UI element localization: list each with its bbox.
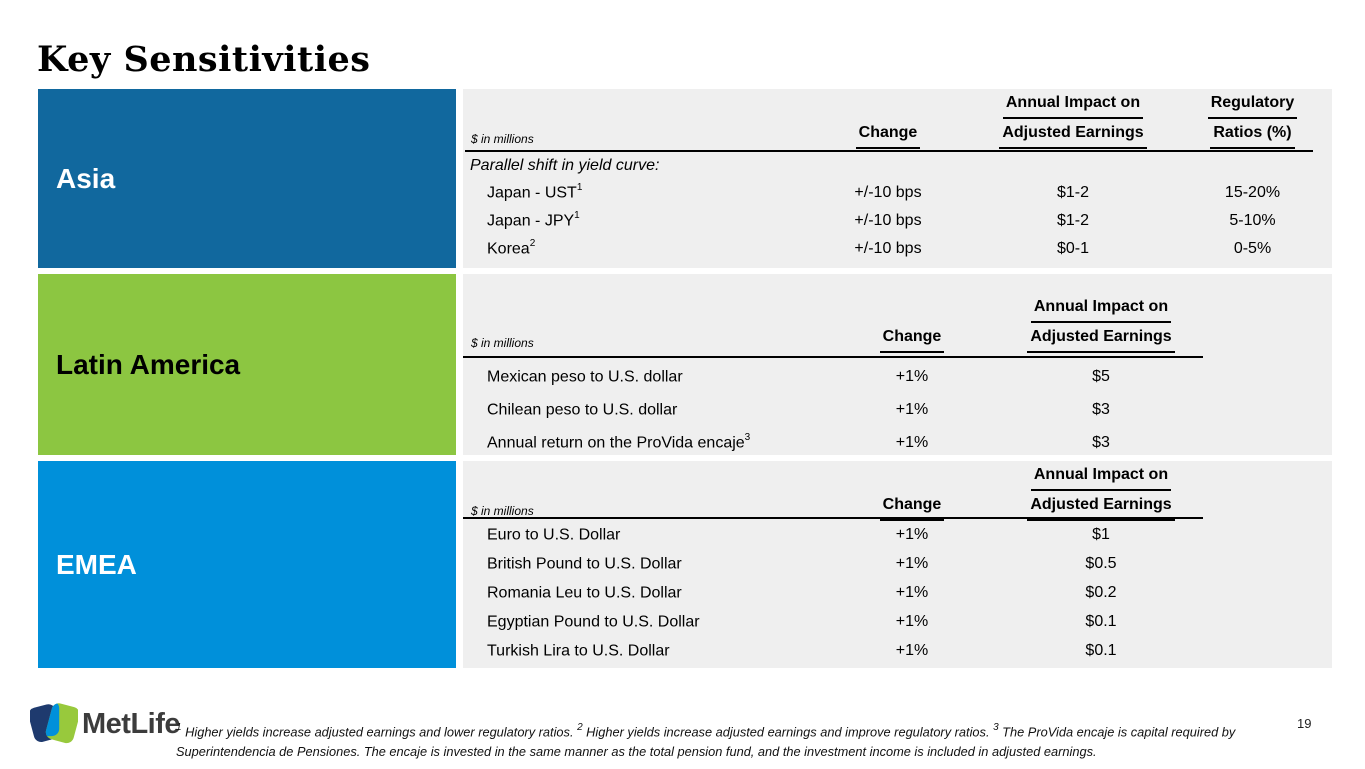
footnote-ref: 3 [744, 431, 751, 443]
change-value: +1% [895, 433, 929, 451]
impact-value: $0.1 [1085, 641, 1117, 659]
metlife-logo: MetLife [30, 701, 181, 747]
impact-value: $5 [1092, 367, 1110, 385]
table-row: Euro to U.S. Dollar +1% $1 [463, 520, 1332, 549]
row-label: Turkish Lira to U.S. Dollar [487, 642, 670, 660]
asia-table-panel: $ in millions Change Annual Impact on Ad… [463, 89, 1332, 268]
impact-value: $0.2 [1085, 583, 1117, 601]
table-row: Egyptian Pound to U.S. Dollar +1% $0.1 [463, 607, 1332, 636]
footnote-text: The ProVida encaje is capital required b… [176, 724, 1236, 759]
table-row: Mexican peso to U.S. dollar +1% $5 [463, 360, 1332, 393]
column-header-regulatory-ratios: Regulatory Ratios (%) [1173, 89, 1332, 149]
region-block-latin-america: Latin America [38, 274, 456, 455]
metlife-wordmark: MetLife [82, 707, 181, 740]
table-row: Turkish Lira to U.S. Dollar +1% $0.1 [463, 636, 1332, 665]
header-divider [465, 150, 1313, 152]
section-latin-america: Latin America $ in millions Change Annua… [38, 274, 1332, 455]
change-value: +1% [895, 583, 929, 601]
row-label: Egyptian Pound to U.S. Dollar [487, 613, 700, 631]
region-block-asia: Asia [38, 89, 456, 268]
column-header-impact: Annual Impact on Adjusted Earnings [1001, 461, 1201, 521]
ratio-value: 5-10% [1229, 212, 1276, 229]
latin-america-table-panel: $ in millions Change Annual Impact on Ad… [463, 274, 1332, 455]
units-note: $ in millions [471, 504, 534, 518]
header-divider [463, 356, 1203, 358]
section-asia: Asia $ in millions Change Annual Impact … [38, 89, 1332, 268]
row-label: British Pound to U.S. Dollar [487, 555, 682, 573]
change-value: +/-10 bps [854, 212, 922, 229]
section-emea: EMEA $ in millions Change Annual Impact … [38, 461, 1332, 668]
row-label: Korea2 [487, 238, 536, 258]
group-label: Parallel shift in yield curve: [470, 156, 660, 174]
change-value: +1% [895, 525, 929, 543]
units-note: $ in millions [471, 132, 534, 146]
row-label: Japan - UST1 [487, 182, 583, 202]
asia-table-header: $ in millions Change Annual Impact on Ad… [463, 89, 1332, 149]
table-row: Korea2 +/-10 bps $0-1 0-5% [463, 235, 1332, 263]
impact-value: $3 [1092, 400, 1110, 418]
footnote-ref: 1 [574, 210, 580, 222]
emea-table-header: $ in millions Change Annual Impact on Ad… [463, 461, 1332, 521]
asia-table-body: Parallel shift in yield curve: Japan - U… [463, 152, 1332, 263]
emea-table-body: Euro to U.S. Dollar +1% $1 British Pound… [463, 520, 1332, 665]
impact-value: $1 [1092, 525, 1110, 543]
impact-value: $1-2 [1056, 184, 1090, 201]
table-row: Japan - UST1 +/-10 bps $1-2 15-20% [463, 179, 1332, 207]
change-value: +1% [895, 367, 929, 385]
table-row: Romania Leu to U.S. Dollar +1% $0.2 [463, 578, 1332, 607]
metlife-logo-icon [30, 703, 78, 744]
impact-value: $1-2 [1056, 212, 1090, 229]
change-value: +1% [895, 612, 929, 630]
table-row: Japan - JPY1 +/-10 bps $1-2 5-10% [463, 207, 1332, 235]
table-row: Chilean peso to U.S. dollar +1% $3 [463, 393, 1332, 426]
region-block-emea: EMEA [38, 461, 456, 668]
table-row: British Pound to U.S. Dollar +1% $0.5 [463, 549, 1332, 578]
change-value: +/-10 bps [854, 240, 922, 257]
footnote-marker: 2 [577, 721, 583, 733]
row-label: Chilean peso to U.S. dollar [487, 401, 678, 419]
footnote-text: Higher yields increase adjusted earnings… [582, 724, 994, 740]
row-label: Romania Leu to U.S. Dollar [487, 584, 682, 602]
column-header-impact: Annual Impact on Adjusted Earnings [1001, 293, 1201, 353]
column-header-change: Change [823, 323, 1001, 353]
latin-america-table-header: $ in millions Change Annual Impact on Ad… [463, 274, 1332, 353]
header-divider [463, 517, 1203, 519]
row-label: Euro to U.S. Dollar [487, 526, 621, 544]
impact-value: $0.1 [1085, 612, 1117, 630]
column-header-change: Change [803, 119, 973, 149]
impact-value: $0-1 [1056, 240, 1090, 257]
units-note: $ in millions [471, 336, 534, 350]
column-header-impact: Annual Impact on Adjusted Earnings [973, 89, 1173, 149]
row-label: Mexican peso to U.S. dollar [487, 368, 683, 386]
region-label-emea: EMEA [56, 548, 137, 580]
page-title: Key Sensitivities [37, 39, 371, 81]
page-number: 19 [1297, 716, 1312, 731]
latin-america-table-body: Mexican peso to U.S. dollar +1% $5 Chile… [463, 360, 1332, 459]
footnote-marker: 3 [993, 721, 999, 733]
footnote-ref: 1 [576, 182, 583, 194]
impact-value: $3 [1092, 433, 1110, 451]
table-row: Annual return on the ProVida encaje3 +1%… [463, 426, 1332, 459]
change-value: +1% [895, 400, 929, 418]
ratio-value: 0-5% [1233, 240, 1272, 257]
row-label: Annual return on the ProVida encaje3 [487, 431, 751, 452]
footnotes: 1 Higher yields increase adjusted earnin… [176, 719, 1278, 761]
emea-table-panel: $ in millions Change Annual Impact on Ad… [463, 461, 1332, 668]
footnote-text: Higher yields increase adjusted earnings… [181, 724, 578, 740]
change-value: +/-10 bps [854, 184, 922, 201]
region-label-asia: Asia [56, 162, 116, 194]
footnote-ref: 2 [529, 238, 536, 250]
region-label-latin-america: Latin America [56, 348, 241, 380]
footnote-marker: 1 [176, 721, 182, 733]
ratio-value: 15-20% [1224, 184, 1281, 201]
change-value: +1% [895, 554, 929, 572]
column-header-change: Change [823, 491, 1001, 521]
row-label: Japan - JPY1 [487, 210, 580, 230]
change-value: +1% [895, 641, 929, 659]
impact-value: $0.5 [1085, 554, 1117, 572]
